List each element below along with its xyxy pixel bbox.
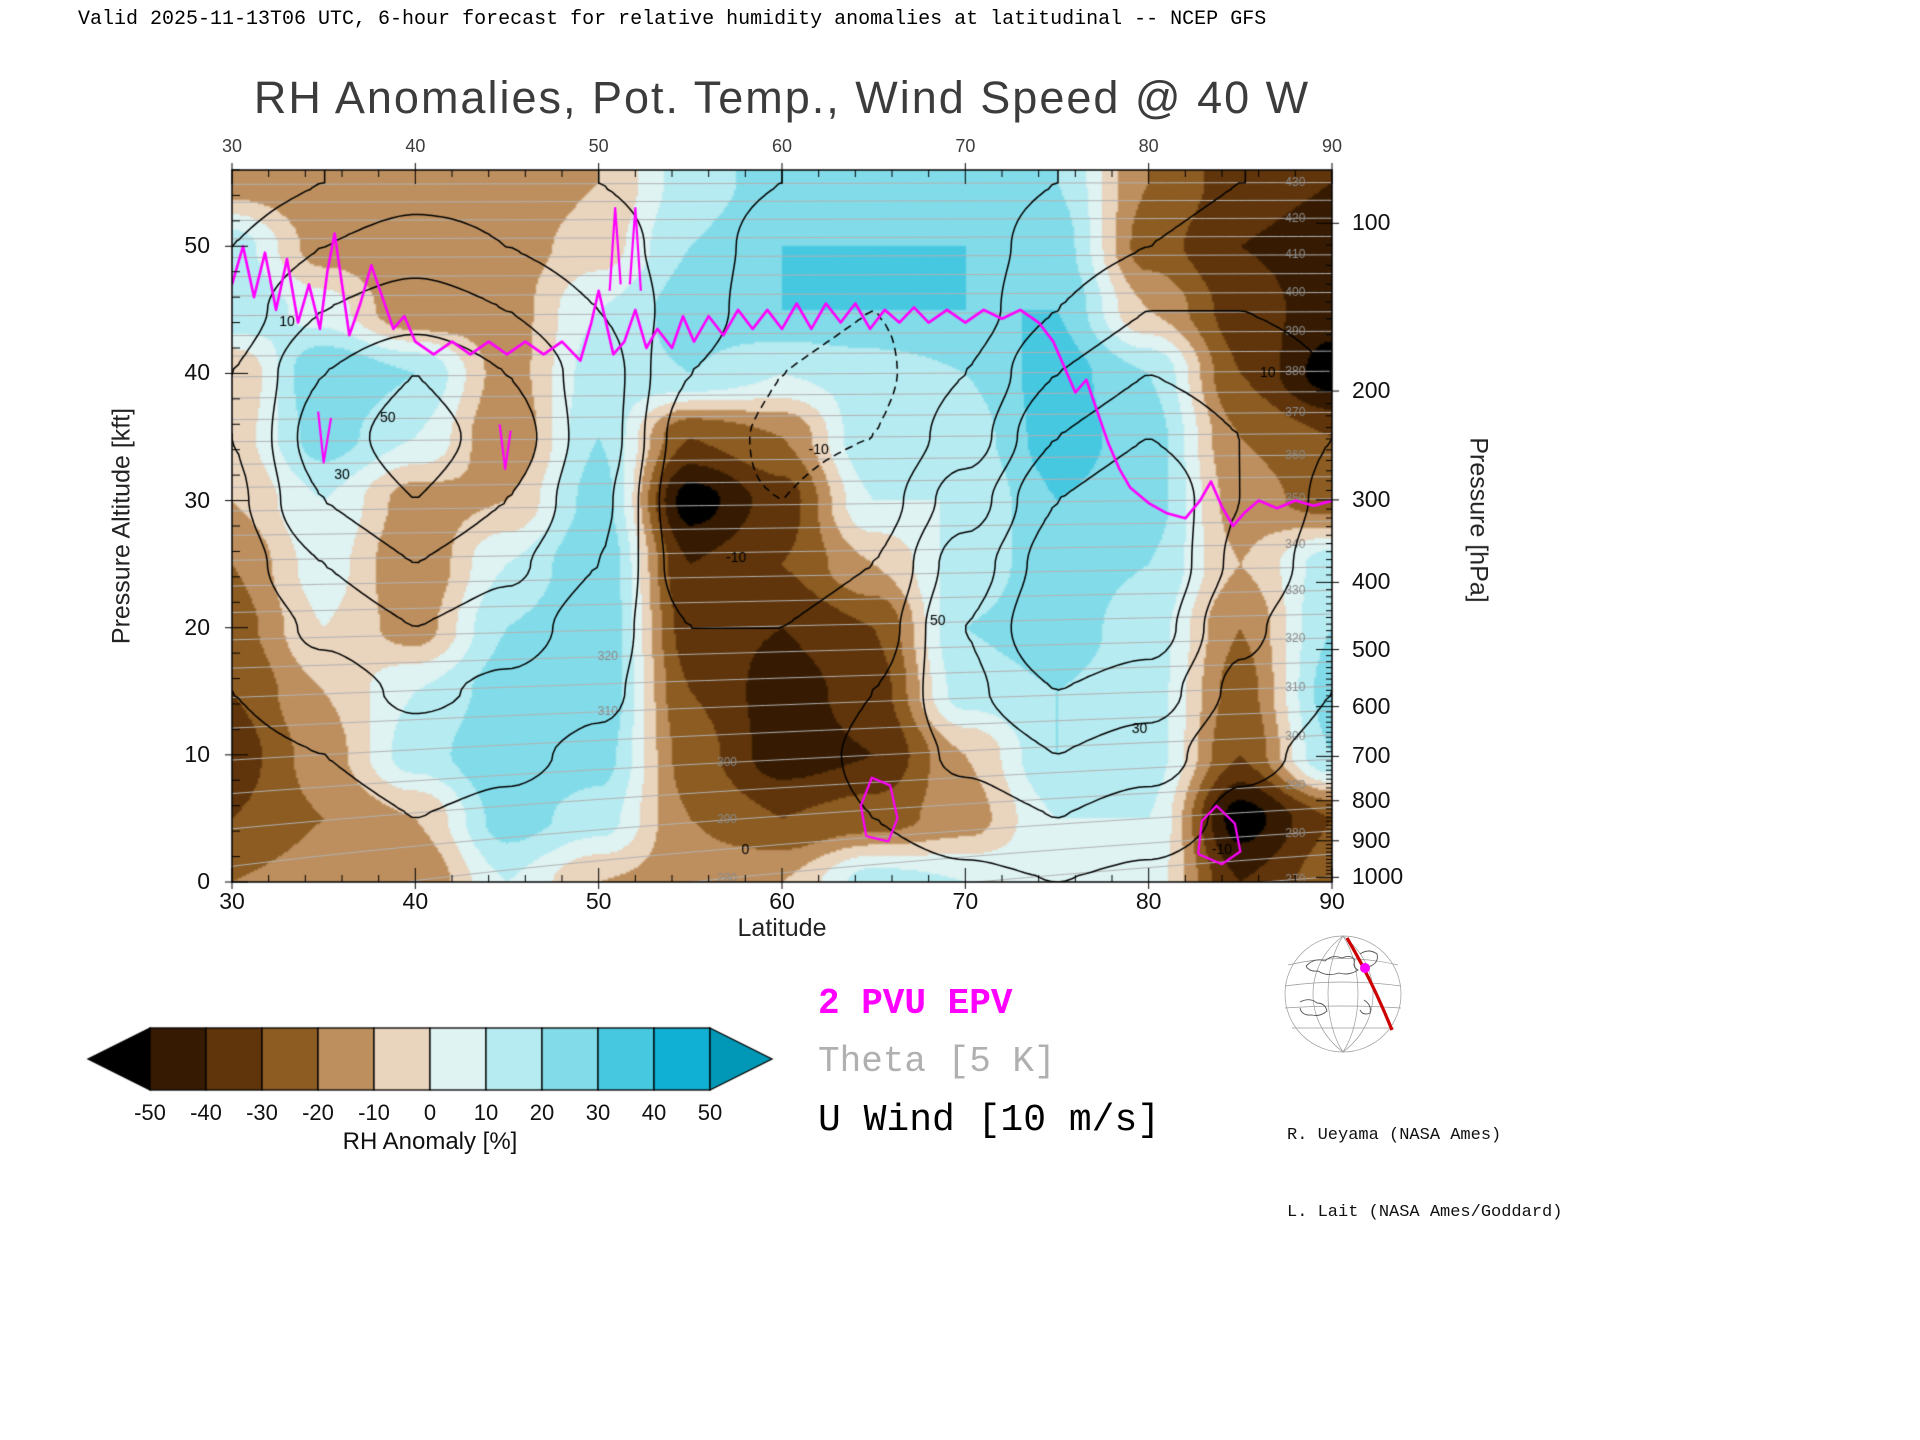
y-tick-label-kft: 50 bbox=[184, 232, 210, 259]
x-tick-label-top: 70 bbox=[955, 136, 976, 156]
y-tick-label-kft: 30 bbox=[184, 486, 210, 513]
y-tick-label-hpa: 600 bbox=[1352, 692, 1391, 719]
colorbar-tick-label: 40 bbox=[641, 1100, 667, 1125]
y-tick-label-hpa: 900 bbox=[1352, 826, 1391, 853]
x-tick-label-top: 90 bbox=[1321, 136, 1343, 156]
y-axis-title-left: Pressure Altitude [kft] bbox=[107, 407, 136, 645]
x-tick-label: 40 bbox=[402, 888, 429, 914]
y-tick-label-kft: 20 bbox=[184, 613, 210, 640]
y-tick-label-kft: 40 bbox=[184, 359, 210, 386]
colorbar-tick-label: -30 bbox=[246, 1100, 278, 1125]
x-tick-label: 80 bbox=[1135, 888, 1162, 914]
colorbar-tick-label: -10 bbox=[358, 1100, 390, 1125]
y-tick-label-kft: 0 bbox=[197, 868, 210, 894]
y-tick-label-kft: 10 bbox=[184, 740, 210, 767]
chart-title: RH Anomalies, Pot. Temp., Wind Speed @ 4… bbox=[253, 72, 1311, 123]
y-tick-label-hpa: 800 bbox=[1352, 786, 1391, 813]
colorbar-tick-label: 0 bbox=[423, 1100, 437, 1125]
colorbar-tick-label: -50 bbox=[134, 1100, 166, 1125]
colorbar-tick-label: 50 bbox=[697, 1100, 723, 1125]
x-tick-label-top: 50 bbox=[588, 136, 609, 156]
colorbar-label: RH Anomaly [%] bbox=[342, 1128, 518, 1155]
colorbar-tick-label: 20 bbox=[529, 1100, 555, 1125]
y-tick-label-hpa: 700 bbox=[1352, 742, 1391, 769]
y-tick-label-hpa: 100 bbox=[1352, 209, 1391, 236]
credit-line-2: L. Lait (NASA Ames/Goddard) bbox=[1287, 1202, 1563, 1222]
meridian-40w-line bbox=[1345, 937, 1394, 1031]
x-tick-label: 90 bbox=[1319, 888, 1345, 914]
y-tick-label-hpa: 200 bbox=[1352, 377, 1391, 404]
legend-epv: 2 PVU EPV bbox=[818, 983, 1013, 1024]
map-inset bbox=[1284, 935, 1402, 1053]
x-tick-label: 60 bbox=[769, 888, 795, 914]
x-tick-label-top: 60 bbox=[771, 136, 793, 156]
y-axis-title-right: Pressure [hPa] bbox=[1464, 437, 1493, 603]
x-tick-label-top: 80 bbox=[1138, 136, 1159, 156]
y-tick-label-hpa: 400 bbox=[1352, 568, 1391, 595]
legend: 2 PVU EPV Theta [5 K] U Wind [10 m/s] bbox=[818, 983, 1160, 1142]
legend-theta: Theta [5 K] bbox=[818, 1041, 1056, 1082]
colorbar-tick-label: 30 bbox=[585, 1100, 611, 1125]
legend-uwind: U Wind [10 m/s] bbox=[818, 1099, 1161, 1142]
x-tick-label-top: 30 bbox=[221, 136, 243, 156]
colorbar-tick-label: -40 bbox=[190, 1100, 222, 1125]
colorbar-tick-label: 10 bbox=[473, 1100, 499, 1125]
colorbar-tick-label: -20 bbox=[302, 1100, 334, 1125]
x-tick-label: 50 bbox=[585, 888, 612, 914]
credits: R. Ueyama (NASA Ames) L. Lait (NASA Ames… bbox=[1287, 1072, 1562, 1276]
x-tick-label: 30 bbox=[219, 888, 245, 914]
credit-line-1: R. Ueyama (NASA Ames) bbox=[1287, 1126, 1502, 1145]
x-tick-label: 70 bbox=[952, 888, 979, 914]
valid-line: Valid 2025-11-13T06 UTC, 6-hour forecast… bbox=[78, 8, 1267, 31]
x-tick-label-top: 40 bbox=[405, 136, 426, 156]
y-tick-label-hpa: 500 bbox=[1352, 635, 1391, 662]
map-location-dot bbox=[1360, 963, 1370, 973]
map-graticule bbox=[1284, 935, 1402, 1053]
y-tick-label-hpa: 300 bbox=[1352, 485, 1391, 512]
y-tick-label-hpa: 1000 bbox=[1352, 863, 1404, 890]
x-axis-title: Latitude bbox=[737, 914, 827, 942]
